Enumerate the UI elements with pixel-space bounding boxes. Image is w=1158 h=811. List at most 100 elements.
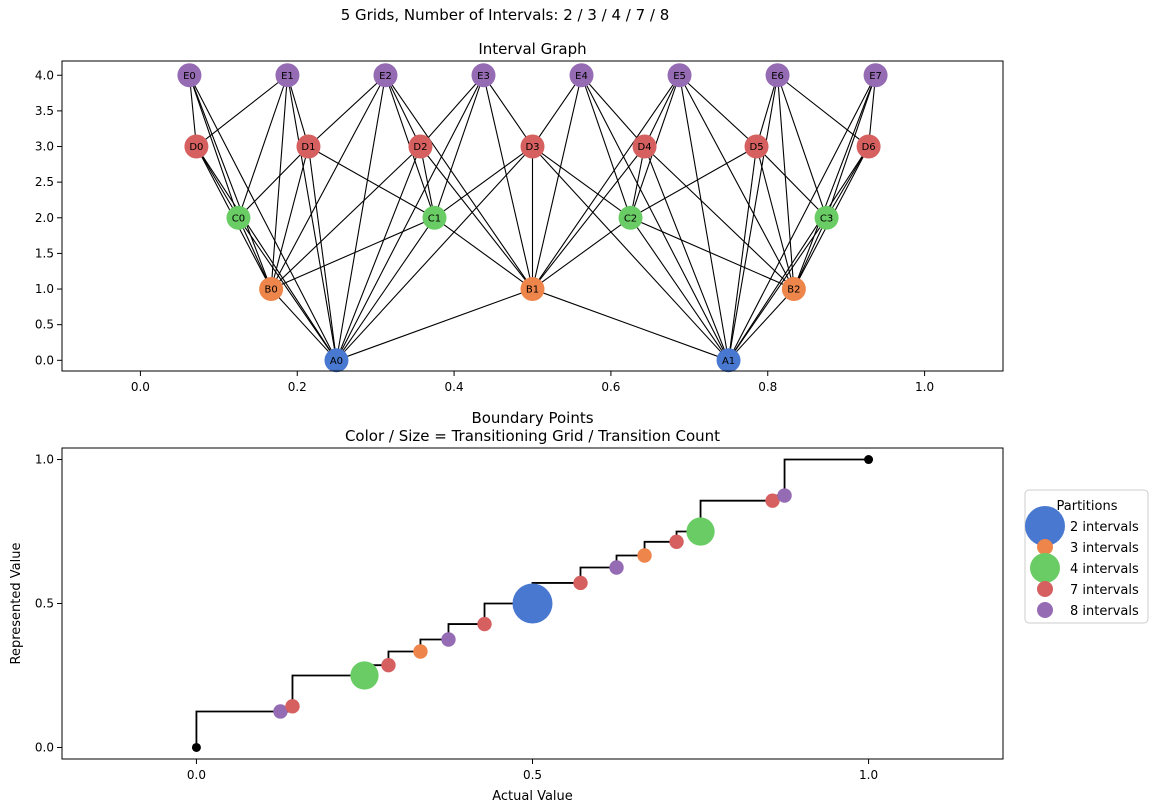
graph-node-circle: [814, 205, 839, 230]
graph-node-circle: [716, 348, 741, 373]
y-axis-label: Represented Value: [9, 543, 24, 665]
endpoint-marker: [864, 455, 874, 465]
boundary-point-4-intervals: [686, 517, 715, 546]
graph-edge: [777, 75, 828, 218]
legend-label: 2 intervals: [1070, 520, 1139, 535]
legend-marker: [1030, 553, 1060, 583]
graph-edge: [237, 217, 337, 361]
legend-label: 3 intervals: [1070, 541, 1139, 556]
boundary-point-7-intervals: [573, 575, 588, 591]
interval-graph-title: Interval Graph: [478, 40, 586, 58]
graph-edge: [581, 74, 645, 147]
graph-node-circle: [781, 277, 806, 302]
x-tick-label: 1.0: [859, 768, 878, 782]
graph-edge: [532, 146, 631, 219]
graph-node-label: E5: [673, 71, 686, 82]
graph-node-circle: [259, 277, 284, 302]
graph-edges: [188, 74, 877, 361]
graph-node-label: E0: [183, 71, 196, 82]
x-tick-label: 0.6: [601, 380, 620, 394]
x-tick-label: 0.2: [288, 380, 307, 394]
y-tick-label: 2.5: [35, 175, 54, 189]
graph-edge: [336, 146, 533, 361]
graph-edge: [728, 146, 870, 361]
graph-edge: [237, 217, 272, 290]
boundary-point-7-intervals: [765, 493, 780, 508]
graph-edge: [629, 146, 646, 218]
y-tick-label: 0.5: [35, 318, 54, 332]
x-tick-label: 0.8: [758, 380, 777, 394]
graph-edge: [286, 75, 309, 147]
graph-edge: [793, 217, 828, 290]
graph-node-circle: [324, 348, 349, 373]
graph-edge: [644, 75, 681, 147]
graph-node-label: E7: [869, 71, 882, 82]
y-tick-label: 0.0: [35, 353, 54, 367]
graph-node-label: E6: [771, 71, 784, 82]
graph-edge: [270, 146, 421, 290]
graph-edge: [728, 217, 828, 361]
boundary-point-7-intervals: [285, 699, 300, 714]
graph-edge: [727, 146, 758, 361]
graph-edge: [188, 75, 337, 361]
graph-edge: [756, 75, 779, 147]
figure-title: 5 Grids, Number of Intervals: 2 / 3 / 4 …: [340, 6, 670, 24]
boundary-point-3-intervals: [413, 644, 428, 659]
boundary-point-8-intervals: [609, 560, 624, 575]
graph-node-circle: [667, 63, 692, 88]
graph-node-label: E4: [575, 71, 588, 82]
graph-node-label: A1: [722, 356, 735, 367]
graph-edge: [196, 74, 288, 147]
graph-edge: [728, 288, 795, 361]
graph-node-E0: E0: [177, 63, 202, 88]
graph-edge: [581, 75, 730, 361]
graph-edge: [483, 74, 533, 147]
legend-label: 8 intervals: [1070, 604, 1139, 619]
graph-node-D4: D4: [632, 134, 657, 159]
graph-node-label: D0: [189, 142, 203, 153]
graph-edge: [644, 146, 795, 290]
graph-edge: [270, 74, 386, 290]
x-tick-label: 0.0: [131, 380, 150, 394]
graph-edge: [419, 146, 436, 218]
graph-edge: [195, 146, 239, 219]
graph-node-E2: E2: [373, 63, 398, 88]
boundary-point-7-intervals: [477, 616, 492, 632]
graph-node-label: E1: [281, 71, 294, 82]
graph-edge: [679, 74, 757, 147]
x-axis-label: Actual Value: [492, 789, 573, 804]
legend-label: 7 intervals: [1070, 583, 1139, 598]
y-tick-label: 0.0: [35, 740, 54, 754]
graph-node-C3: C3: [814, 205, 839, 230]
boundary-point-8-intervals: [273, 704, 288, 719]
boundary-title-line: Boundary Points: [471, 409, 593, 427]
graph-node-label: D3: [525, 142, 539, 153]
graph-node-B2: B2: [781, 277, 806, 302]
graph-node-circle: [422, 205, 447, 230]
graph-edge: [532, 146, 645, 290]
y-tick-label: 1.5: [35, 246, 54, 260]
boundary-point-4-intervals: [350, 661, 379, 690]
graph-edge: [679, 74, 795, 290]
legend-marker: [1037, 581, 1053, 597]
graph-node-C1: C1: [422, 205, 447, 230]
graph-node-B1: B1: [520, 277, 545, 302]
graph-node-E1: E1: [275, 63, 300, 88]
graph-edge: [420, 74, 484, 147]
boundary-point-7-intervals: [381, 658, 396, 673]
graph-edge: [307, 146, 338, 361]
boundary-title-line: Color / Size = Transitioning Grid / Tran…: [345, 427, 720, 445]
graph-node-circle: [856, 134, 881, 159]
graph-node-E6: E6: [765, 63, 790, 88]
graph-node-label: B1: [526, 285, 539, 296]
graph-edge: [270, 288, 337, 361]
y-tick-label: 2.0: [35, 211, 54, 225]
legend-marker: [1037, 602, 1053, 618]
graph-node-E3: E3: [471, 63, 496, 88]
graph-edge: [777, 75, 795, 290]
boundary-point-8-intervals: [777, 488, 792, 503]
graph-node-circle: [177, 63, 202, 88]
x-tick-label: 0.0: [187, 768, 206, 782]
y-tick-label: 0.5: [35, 597, 54, 611]
